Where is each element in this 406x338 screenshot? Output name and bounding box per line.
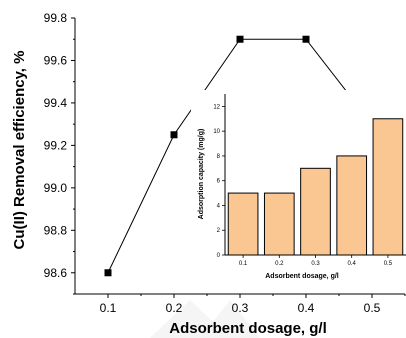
watermark bbox=[150, 300, 260, 338]
data-point bbox=[236, 35, 244, 43]
x-tick-label: 0.4 bbox=[298, 301, 315, 315]
inset-x-tick-label: 0.1 bbox=[239, 261, 248, 267]
x-tick-label: 0.3 bbox=[232, 301, 249, 315]
inset-y-tick-label: 2 bbox=[217, 228, 221, 234]
inset-y-tick-label: 6 bbox=[217, 179, 221, 185]
y-tick-label: 99.0 bbox=[44, 181, 68, 195]
inset-background bbox=[191, 90, 406, 285]
inset-x-axis-label: Adsorbent dosage, g/l bbox=[265, 273, 339, 280]
inset-x-tick-label: 0.2 bbox=[275, 261, 284, 267]
inset-x-tick-label: 0.5 bbox=[384, 261, 393, 267]
y-tick-label: 99.6 bbox=[44, 53, 68, 67]
inset-y-tick-label: 12 bbox=[213, 104, 220, 110]
data-point bbox=[302, 35, 310, 43]
inset-y-tick-label: 8 bbox=[217, 154, 221, 160]
bar bbox=[372, 118, 404, 256]
bar bbox=[263, 192, 295, 256]
x-axis-label: Adsorbent dosage, g/l bbox=[169, 320, 327, 337]
y-tick-label: 99.2 bbox=[44, 138, 68, 152]
y-tick-label: 98.6 bbox=[44, 266, 68, 280]
data-point bbox=[170, 131, 178, 139]
data-point bbox=[104, 269, 112, 277]
inset-y-tick-label: 10 bbox=[213, 129, 220, 135]
y-axis-label: Cu(II) Removal efficiency, % bbox=[11, 51, 28, 250]
bar bbox=[336, 155, 368, 256]
y-tick-label: 99.4 bbox=[44, 96, 68, 110]
inset-x-tick-label: 0.4 bbox=[348, 261, 357, 267]
x-tick-label: 0.1 bbox=[100, 301, 117, 315]
x-tick-label: 0.2 bbox=[166, 301, 183, 315]
inset-y-tick-label: 0 bbox=[217, 253, 221, 259]
y-tick-label: 99.8 bbox=[44, 11, 68, 25]
bar bbox=[300, 167, 331, 256]
x-tick-label: 0.5 bbox=[364, 301, 381, 315]
inset-y-axis-label: Adsorption capacity (mg/g) bbox=[198, 129, 205, 220]
inset-chart: 0.1 0.2 0.3 0.4 0.5 0 2 4 6 8 10 12 Adsorbent dosa… bbox=[191, 90, 406, 285]
bar bbox=[227, 192, 259, 256]
inset-x-tick-label: 0.3 bbox=[311, 261, 320, 267]
inset-y-tick-label: 4 bbox=[217, 203, 221, 209]
main-chart: 0.1 0.2 0.3 0.4 0.5 98.6 98.8 99.0 99.2 99.4 99.6… bbox=[11, 11, 406, 337]
y-tick-label: 98.8 bbox=[44, 223, 68, 237]
